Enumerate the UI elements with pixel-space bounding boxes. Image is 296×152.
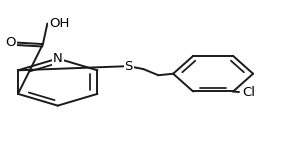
Text: OH: OH (49, 17, 69, 30)
Text: N: N (53, 52, 62, 65)
Text: S: S (125, 60, 133, 73)
Text: O: O (6, 36, 16, 49)
Text: Cl: Cl (242, 86, 255, 98)
